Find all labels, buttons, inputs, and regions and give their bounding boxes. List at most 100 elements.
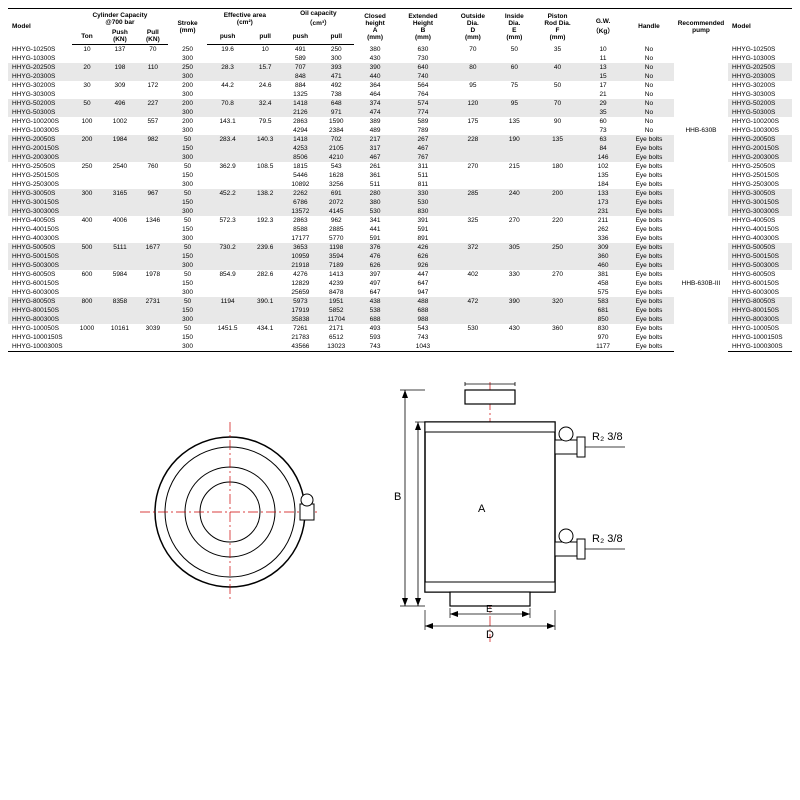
cell — [102, 171, 138, 180]
cell: 397 — [354, 270, 396, 279]
cell: 2863 — [282, 117, 318, 126]
cell: 3039 — [138, 324, 168, 333]
cell: No — [624, 90, 674, 99]
cell: 100 — [72, 117, 102, 126]
cell — [72, 207, 102, 216]
cell: 135 — [582, 171, 624, 180]
cell: 764 — [396, 90, 450, 99]
cell — [496, 126, 533, 135]
cell-model-r: HHYG-50050S — [728, 243, 792, 252]
cell — [138, 234, 168, 243]
cell: 10 — [248, 45, 283, 55]
cell: Eye bolts — [624, 189, 674, 198]
cell: 381 — [582, 270, 624, 279]
cell: 492 — [318, 81, 354, 90]
cell — [207, 342, 248, 352]
cell: 743 — [396, 333, 450, 342]
cell: 50 — [168, 216, 207, 225]
cell-model-r: HHYG-30200S — [728, 81, 792, 90]
cell — [207, 153, 248, 162]
cell — [207, 288, 248, 297]
cell: 640 — [396, 63, 450, 72]
cell: 5852 — [318, 306, 354, 315]
cell — [533, 72, 582, 81]
cell: 574 — [396, 99, 450, 108]
cell — [248, 180, 283, 189]
cell — [533, 261, 582, 270]
cell: 5446 — [282, 171, 318, 180]
cell: 3256 — [318, 180, 354, 189]
cell: 10892 — [282, 180, 318, 189]
cell: 300 — [168, 261, 207, 270]
cell-model: HHYG-500150S — [8, 252, 72, 261]
cell — [72, 288, 102, 297]
cell — [248, 333, 283, 342]
cell: 491 — [282, 45, 318, 55]
cell-model: HHYG-1000150S — [8, 333, 72, 342]
cell: 760 — [138, 162, 168, 171]
cell — [496, 315, 533, 324]
cell: 1194 — [207, 297, 248, 306]
cell: Eye bolts — [624, 144, 674, 153]
cell: 730 — [396, 54, 450, 63]
cell: 309 — [102, 81, 138, 90]
cell — [496, 198, 533, 207]
cell: 13 — [582, 63, 624, 72]
cell: 1177 — [582, 342, 624, 352]
table-header: Model Cylinder Capacity@700 bar Stroke(m… — [8, 9, 792, 45]
cell: 150 — [168, 306, 207, 315]
cell — [207, 144, 248, 153]
cell: 135 — [496, 117, 533, 126]
cell: Eye bolts — [624, 207, 674, 216]
cell: 40 — [533, 63, 582, 72]
cell: 1198 — [318, 243, 354, 252]
cell — [102, 126, 138, 135]
cell: 200 — [168, 81, 207, 90]
cell — [496, 144, 533, 153]
cell: 511 — [354, 180, 396, 189]
cell: 270 — [496, 216, 533, 225]
table-row: HHYG-40050S4004006134650572.3192.3286396… — [8, 216, 792, 225]
cell — [496, 306, 533, 315]
cell — [248, 261, 283, 270]
cell-model-r: HHYG-100300S — [728, 126, 792, 135]
cell-model: HHYG-50300S — [8, 108, 72, 117]
cell: 24.6 — [248, 81, 283, 90]
cell: 1346 — [138, 216, 168, 225]
cell-model: HHYG-100200S — [8, 117, 72, 126]
cell: 3594 — [318, 252, 354, 261]
cell — [102, 342, 138, 352]
cell: 8588 — [282, 225, 318, 234]
cell — [533, 171, 582, 180]
cell: 50 — [168, 189, 207, 198]
cell: No — [624, 99, 674, 108]
cell-model-r: HHYG-20300S — [728, 72, 792, 81]
cell: 496 — [102, 99, 138, 108]
cell: 1815 — [282, 162, 318, 171]
cell: 380 — [354, 198, 396, 207]
cell: 138.2 — [248, 189, 283, 198]
cell — [102, 333, 138, 342]
cell: 231 — [582, 207, 624, 216]
cell: 311 — [396, 162, 450, 171]
cell: 240 — [496, 189, 533, 198]
cell — [207, 126, 248, 135]
cell: Eye bolts — [624, 216, 674, 225]
cell: Eye bolts — [624, 225, 674, 234]
diagram-side-view: F R₂ 3/8 R₂ 3/8 B — [380, 382, 660, 642]
cell: 21783 — [282, 333, 318, 342]
hdr-ton: Ton — [72, 28, 102, 45]
cell: 35 — [582, 108, 624, 117]
cell — [533, 315, 582, 324]
hdr-push-kn: Push(KN) — [102, 28, 138, 45]
cell — [207, 72, 248, 81]
cell-model: HHYG-400150S — [8, 225, 72, 234]
cell: 4239 — [318, 279, 354, 288]
cell: 35 — [533, 45, 582, 55]
cell — [450, 207, 496, 216]
cell-model-r: HHYG-20250S — [728, 63, 792, 72]
cell: 971 — [318, 108, 354, 117]
cell-model: HHYG-800150S — [8, 306, 72, 315]
cell — [248, 90, 283, 99]
cell — [450, 198, 496, 207]
